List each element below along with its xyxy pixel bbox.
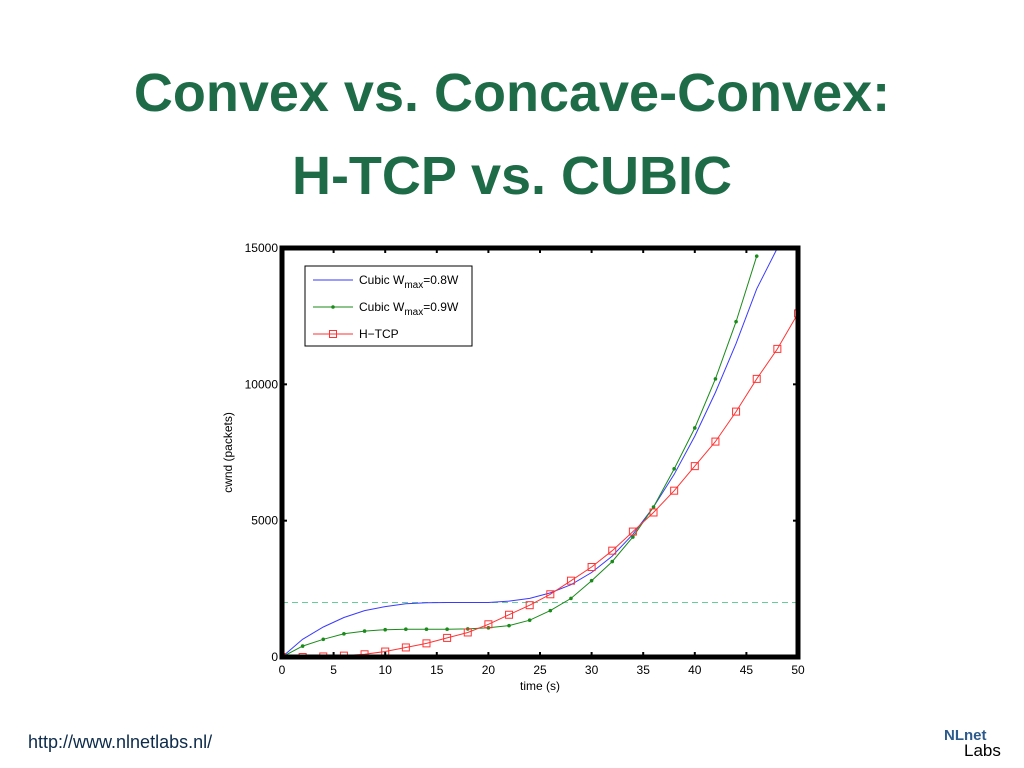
- series-2-point: [672, 467, 676, 471]
- series-2-point: [631, 535, 635, 539]
- x-tick-label: 50: [791, 663, 805, 677]
- x-tick-label: 45: [740, 663, 754, 677]
- series-2-point: [424, 627, 429, 631]
- series-2-point: [445, 627, 449, 631]
- series-3-point: [608, 546, 617, 555]
- y-tick-label: 0: [271, 650, 278, 664]
- series-1-line: [282, 248, 778, 657]
- series-3-point: [463, 628, 472, 637]
- y-tick-label: 10000: [245, 377, 279, 391]
- x-tick-label: 20: [482, 663, 496, 677]
- series-2-point: [383, 627, 388, 632]
- series-3-point: [298, 653, 307, 657]
- logo-labs-text: Labs: [964, 741, 1001, 760]
- y-tick-label: 5000: [251, 514, 278, 528]
- logo-nlnet-text: NLnet: [944, 727, 987, 744]
- x-tick-label: 25: [533, 663, 547, 677]
- series-2-point: [527, 618, 532, 622]
- series-2-point: [362, 629, 367, 633]
- series-3-point: [752, 374, 761, 383]
- series-2-point: [321, 637, 326, 642]
- slide-title-line-2: H-TCP vs. CUBIC: [291, 146, 733, 206]
- series-3-point: [587, 563, 596, 572]
- series-3-point: [546, 590, 555, 599]
- series-3-point: [773, 344, 782, 353]
- series-3-point: [794, 309, 798, 318]
- series-2-point: [734, 319, 738, 324]
- legend-marker-2: [331, 305, 335, 309]
- series-3-point: [484, 620, 493, 629]
- y-tick-label: 15000: [245, 241, 279, 255]
- series-2-point: [342, 632, 346, 636]
- x-tick-label: 30: [585, 663, 599, 677]
- legend-label-2: Cubic Wmax=0.9W: [359, 300, 459, 318]
- x-tick-label: 40: [688, 663, 702, 677]
- x-tick-label: 5: [330, 663, 337, 677]
- series-2-point: [651, 505, 656, 509]
- series-1: [282, 248, 778, 657]
- series-3-point: [422, 639, 431, 648]
- series-2-line: [282, 256, 758, 657]
- series-3-point: [525, 601, 534, 610]
- series-2-point: [713, 377, 718, 381]
- nlnet-labs-logo: NLnet Labs: [944, 728, 1001, 759]
- x-tick-label: 0: [279, 663, 286, 677]
- series-2-point: [569, 596, 573, 601]
- series-2-point: [300, 644, 305, 648]
- series-3-point: [711, 437, 720, 446]
- series-3-point: [401, 643, 410, 652]
- legend-label-3: H−TCP: [359, 327, 399, 341]
- slide-title-line-1: Convex vs. Concave-Convex:: [133, 63, 891, 123]
- series-3-point: [360, 650, 369, 657]
- series-2-point: [693, 426, 697, 430]
- series-3-point: [443, 633, 452, 642]
- legend-label-1: Cubic Wmax=0.8W: [359, 273, 459, 291]
- x-tick-label: 15: [430, 663, 444, 677]
- series-2-point: [548, 608, 553, 613]
- series-3-point: [628, 527, 637, 536]
- series-2-point: [404, 627, 408, 631]
- series-3-point: [670, 486, 679, 495]
- series-2-point: [610, 559, 615, 564]
- y-axis-label: cwnd (packets): [221, 412, 235, 493]
- series-3-point: [649, 508, 658, 517]
- series-2-point: [507, 623, 511, 628]
- series-3: [282, 309, 798, 657]
- x-tick-label: 10: [379, 663, 393, 677]
- x-axis-label: time (s): [520, 679, 560, 693]
- legend-marker-3: [329, 330, 337, 338]
- series-3-point: [732, 407, 741, 416]
- footer-url[interactable]: http://www.nlnetlabs.nl/: [28, 732, 213, 752]
- series-2: [282, 254, 759, 657]
- series-3-point: [690, 462, 699, 471]
- x-tick-label: 35: [637, 663, 651, 677]
- series-3-point: [505, 610, 514, 619]
- series-3-point: [566, 576, 575, 585]
- series-2-point: [589, 578, 594, 583]
- series-2-point: [754, 254, 759, 258]
